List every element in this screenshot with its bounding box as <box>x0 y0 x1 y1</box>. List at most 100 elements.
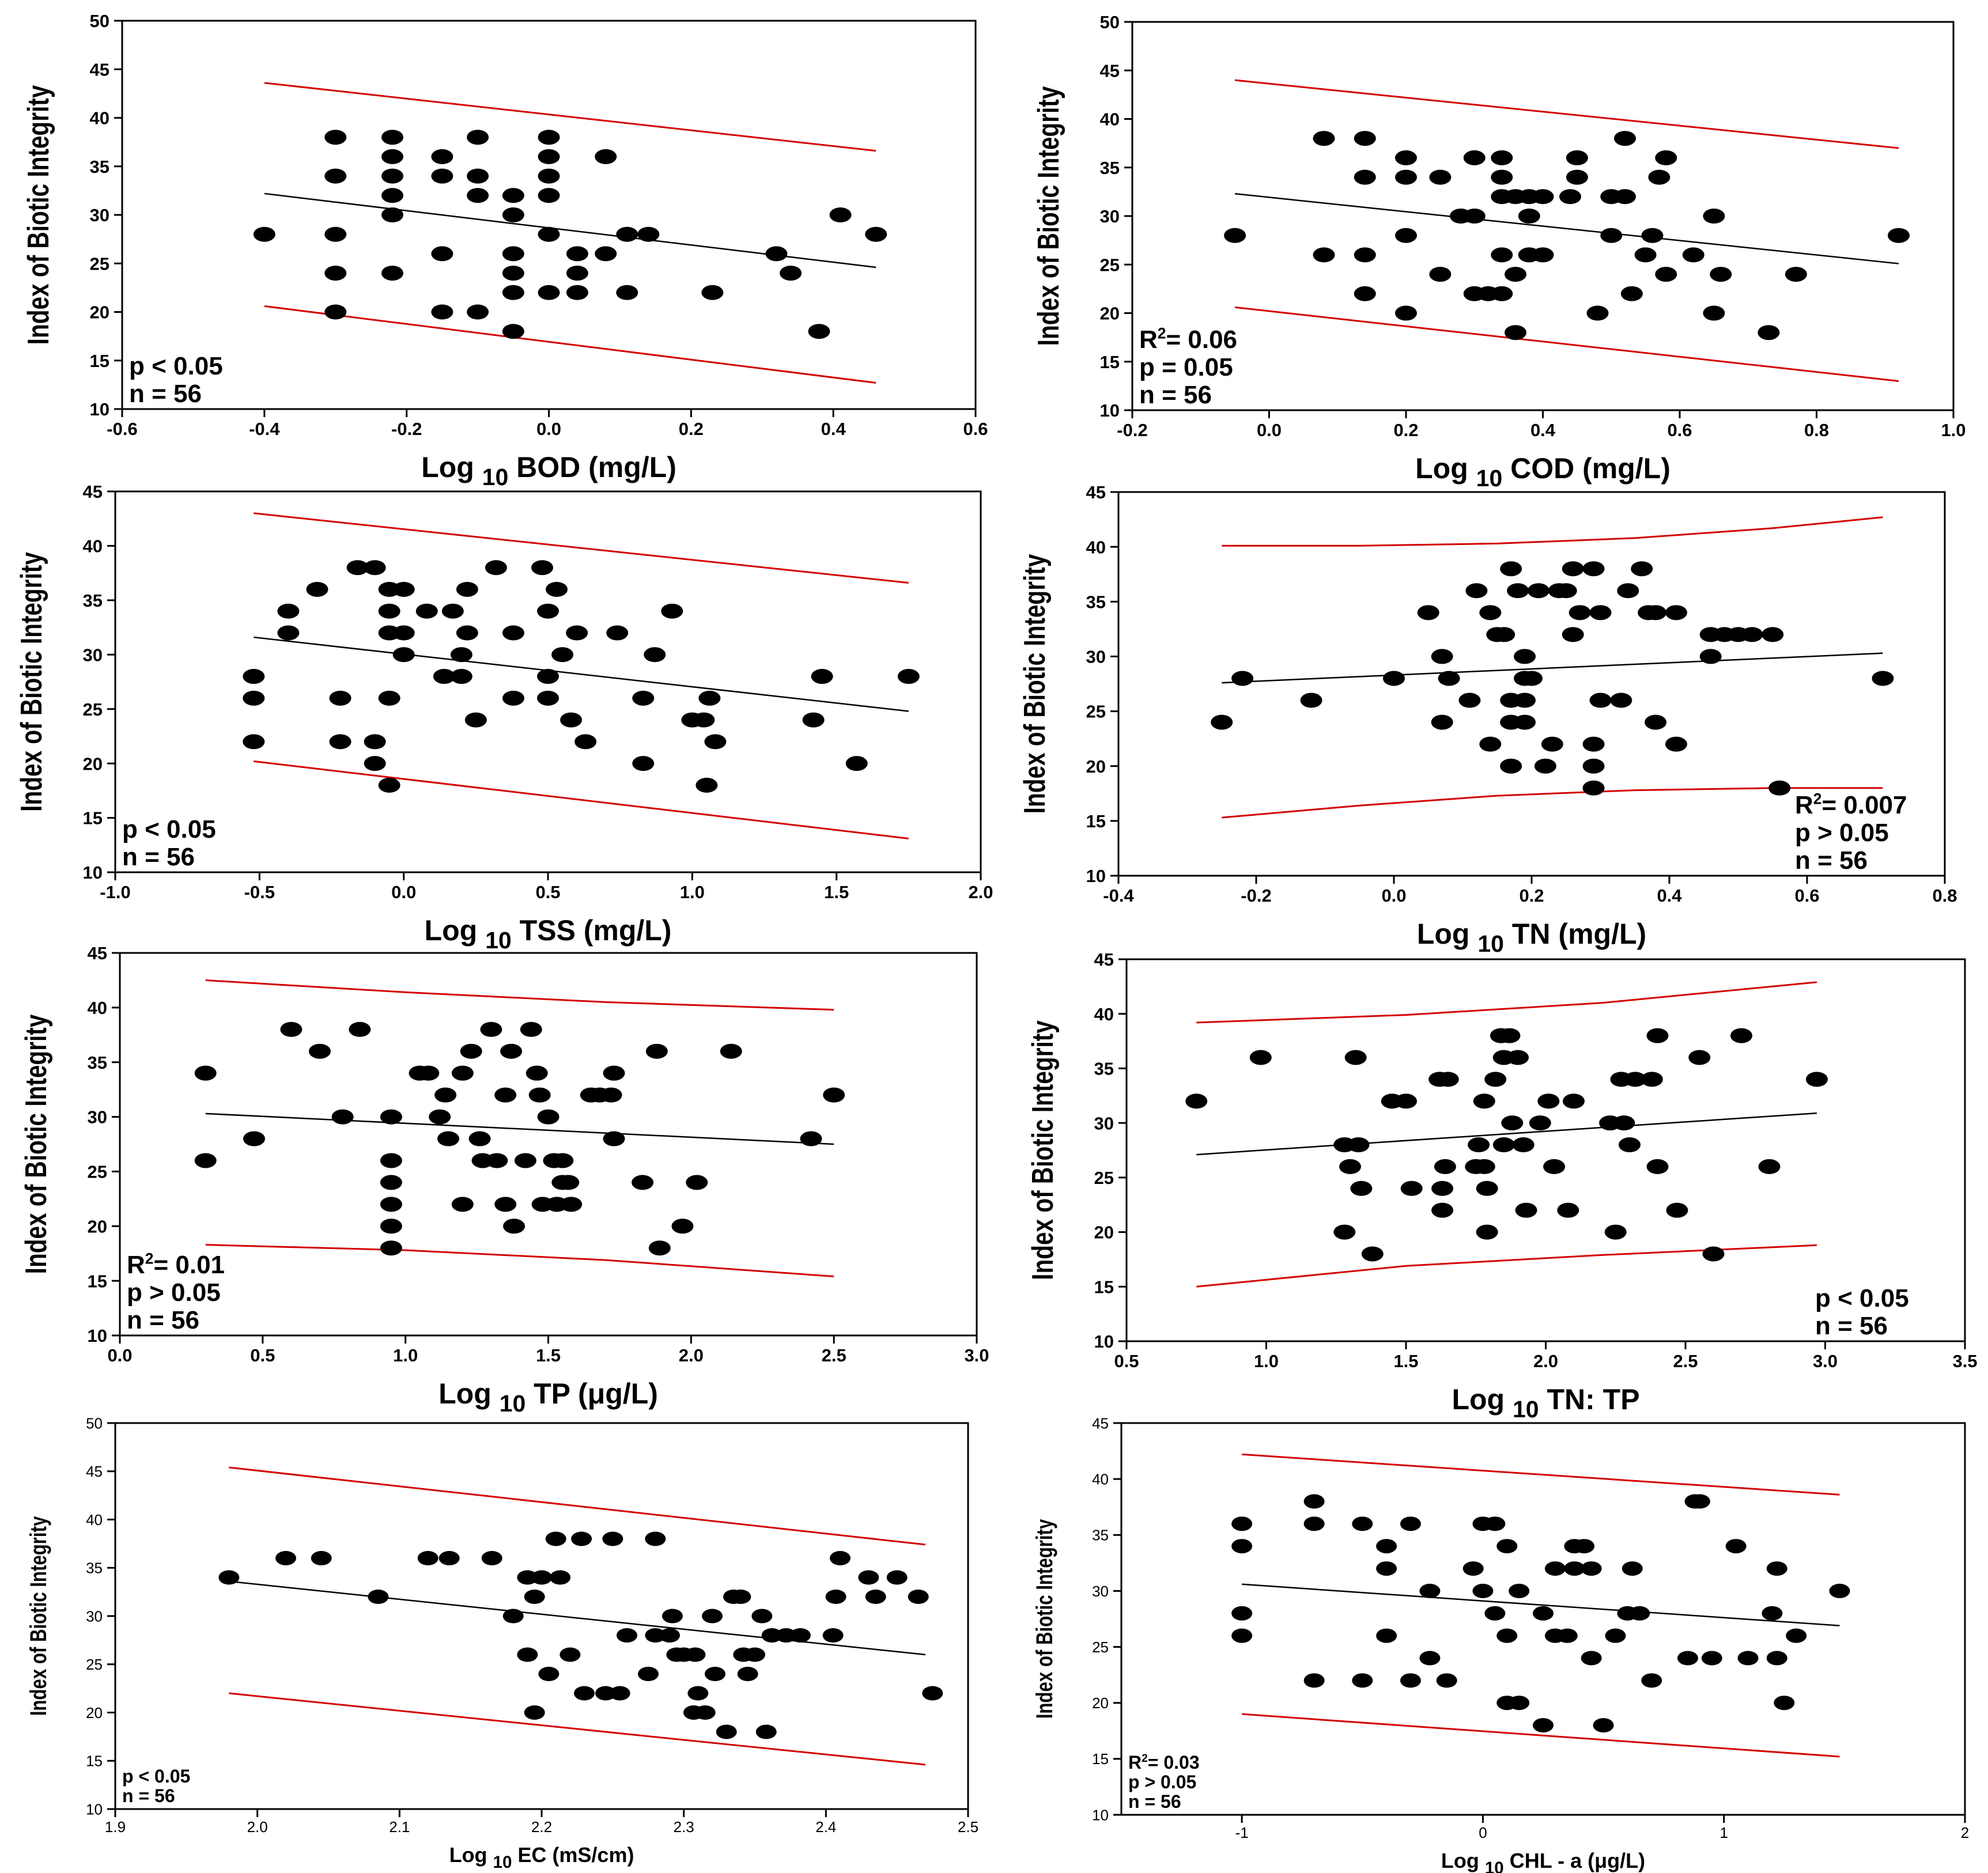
x-tick-label: -1.0 <box>100 882 130 902</box>
x-tick-label: 2.0 <box>968 882 993 902</box>
data-point <box>538 149 560 164</box>
data-point <box>531 560 553 576</box>
data-point <box>1555 583 1577 599</box>
data-point <box>1376 1561 1397 1576</box>
y-axis-label: Index of Biotic Integrity <box>14 552 48 812</box>
x-tick-label: -0.2 <box>1241 886 1271 906</box>
data-point <box>1419 1583 1441 1598</box>
data-point <box>1512 1137 1535 1153</box>
data-point <box>1537 1093 1560 1109</box>
upper-prediction-band <box>229 1466 926 1546</box>
x-tick-label: 3.0 <box>1813 1351 1838 1371</box>
data-point <box>1521 671 1543 686</box>
lower-prediction-band <box>205 1244 834 1278</box>
data-point <box>1605 1628 1626 1643</box>
data-point <box>380 1175 402 1190</box>
y-axis-label: Index of Biotic Integrity <box>21 85 55 345</box>
stats-annotation: p = 0.05 <box>1139 353 1233 381</box>
data-point <box>434 1087 457 1103</box>
data-point <box>693 712 715 728</box>
data-point <box>1646 1028 1669 1043</box>
data-point <box>922 1686 943 1701</box>
data-point <box>1479 605 1502 620</box>
data-point <box>520 1021 542 1037</box>
data-point <box>1434 1159 1456 1174</box>
data-point <box>1529 1115 1551 1131</box>
regression-line <box>1234 193 1899 264</box>
data-point <box>502 207 524 222</box>
data-point <box>378 777 400 793</box>
data-point <box>485 560 507 576</box>
data-point <box>1622 1561 1643 1576</box>
data-point <box>1582 561 1605 577</box>
data-point <box>1476 1180 1498 1196</box>
y-tick-label: 15 <box>1100 352 1120 372</box>
data-point <box>1785 267 1807 282</box>
data-point <box>1438 671 1460 686</box>
data-point <box>1559 189 1581 205</box>
y-tick-label: 20 <box>1086 756 1106 777</box>
data-point <box>1589 693 1612 708</box>
y-tick-label: 20 <box>90 302 109 323</box>
data-point <box>1515 1202 1537 1218</box>
data-point <box>1493 627 1515 642</box>
data-point <box>1498 1028 1521 1043</box>
x-tick-label: -1 <box>1235 1824 1249 1841</box>
data-point <box>378 603 400 619</box>
stats-annotation: p < 0.05 <box>1815 1284 1909 1312</box>
x-tick-label: 2 <box>1961 1824 1969 1841</box>
x-tick-label: -0.4 <box>1103 886 1134 906</box>
stats-annotation: p < 0.05 <box>122 1766 190 1787</box>
data-point <box>243 734 265 750</box>
upper-prediction-band <box>1196 981 1817 1024</box>
data-point <box>858 1570 879 1585</box>
data-point <box>645 1043 668 1059</box>
data-point <box>502 625 524 641</box>
x-tick-label: 1.5 <box>824 882 849 902</box>
data-point <box>441 603 464 619</box>
lower-prediction-band <box>264 305 876 384</box>
x-tick-label: 1.0 <box>1941 420 1966 440</box>
data-point <box>704 1667 725 1681</box>
data-point <box>704 734 727 750</box>
data-point <box>761 1628 783 1643</box>
data-point <box>381 130 403 145</box>
x-tick-label: 0.2 <box>679 419 704 439</box>
data-point <box>456 581 478 597</box>
data-point <box>560 1647 581 1662</box>
data-point <box>537 690 559 706</box>
x-tick-label: 1.0 <box>1254 1351 1279 1371</box>
y-tick-label: 45 <box>1086 482 1106 502</box>
data-point <box>897 669 920 684</box>
data-point <box>789 1628 811 1643</box>
data-point <box>1185 1093 1208 1109</box>
data-point <box>720 1043 742 1059</box>
stats-annotation: p > 0.05 <box>127 1278 221 1307</box>
y-tick-label: 10 <box>90 399 109 419</box>
upper-prediction-band <box>205 979 834 1011</box>
data-point <box>1354 286 1376 301</box>
y-tick-label: 45 <box>88 943 107 963</box>
data-point <box>1574 1539 1595 1554</box>
data-point <box>595 246 617 262</box>
data-point <box>514 1153 536 1168</box>
data-point <box>1350 1180 1373 1196</box>
data-point <box>1631 561 1653 577</box>
stats-annotation: R2= 0.06 <box>1139 324 1237 354</box>
data-point <box>637 226 660 242</box>
data-point <box>886 1570 908 1585</box>
y-tick-label: 20 <box>1100 304 1120 324</box>
data-point <box>1586 305 1609 321</box>
y-tick-label: 10 <box>86 1800 103 1818</box>
y-tick-label: 25 <box>1092 1639 1109 1656</box>
y-tick-label: 15 <box>1086 811 1106 831</box>
data-point <box>450 669 473 684</box>
data-point <box>467 130 489 145</box>
data-point <box>1532 189 1554 205</box>
data-point <box>1352 1673 1373 1688</box>
stats-annotation: n = 56 <box>127 1306 199 1334</box>
data-point <box>437 1131 460 1146</box>
data-point <box>1563 1093 1585 1109</box>
data-point <box>1249 1050 1272 1065</box>
data-point <box>468 1131 491 1146</box>
